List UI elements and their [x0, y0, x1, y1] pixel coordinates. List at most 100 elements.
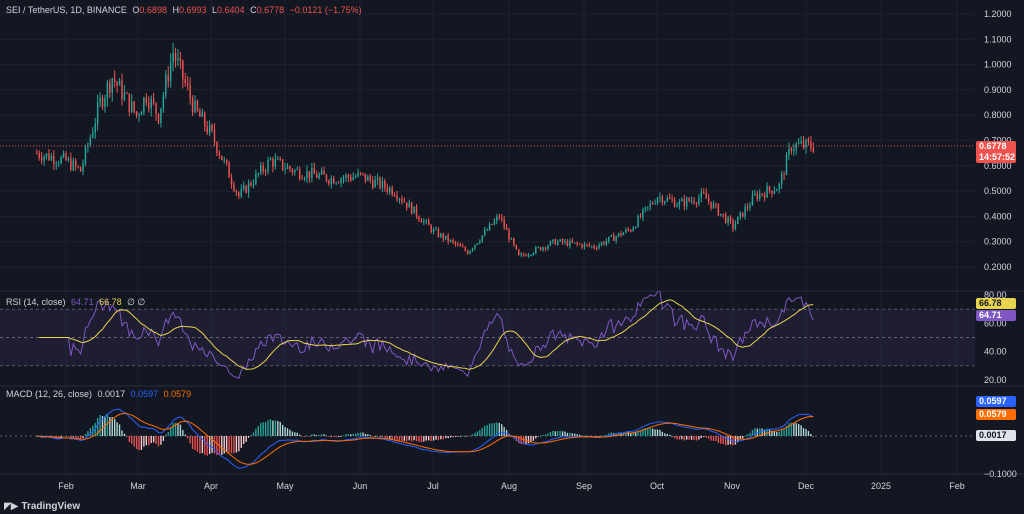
macd-histogram-bar	[746, 434, 749, 436]
candle-body	[498, 216, 501, 218]
macd-histogram-bar	[783, 429, 785, 436]
candle-body	[148, 102, 150, 109]
candle-body	[274, 159, 277, 167]
macd-histogram-bar	[362, 432, 364, 436]
candle-body	[298, 169, 301, 179]
candle-body	[179, 58, 182, 61]
macd-histogram-bar	[540, 435, 542, 437]
candle-body	[771, 190, 773, 194]
candle-body	[60, 157, 62, 164]
candle-body	[442, 233, 445, 240]
candle-body	[754, 193, 756, 196]
macd-histogram-bar	[566, 432, 569, 436]
macd-histogram-bar	[99, 414, 101, 436]
macd-name[interactable]: MACD (12, 26, close)	[6, 389, 93, 399]
macd-histogram-bar	[630, 432, 632, 436]
candle-body	[216, 142, 218, 153]
macd-histogram-bar	[773, 431, 776, 436]
candle-body	[221, 155, 223, 160]
macd-histogram-bar	[428, 436, 430, 441]
candle-body	[459, 244, 462, 247]
macd-histogram-bar	[413, 436, 415, 441]
candle-body	[513, 238, 515, 245]
candle-body	[152, 98, 155, 103]
candle-body	[104, 98, 106, 107]
candle-body	[286, 166, 289, 169]
candle-body	[569, 240, 571, 246]
candle-body	[381, 180, 384, 188]
macd-histogram-bar	[810, 433, 812, 436]
macd-histogram-bar	[742, 436, 744, 439]
candle-body	[106, 82, 109, 99]
bar-countdown: 14:57:52	[979, 152, 1016, 162]
symbol-legend[interactable]: SEI / TetherUS, 1D, BINANCE O0.6898 H0.6…	[6, 5, 365, 15]
candle-body	[252, 184, 255, 186]
candle-body	[445, 235, 447, 240]
candle-body	[734, 223, 737, 229]
rsi-name[interactable]: RSI (14, close)	[6, 297, 66, 307]
candle-body	[759, 193, 761, 200]
macd-histogram-bar	[238, 436, 240, 452]
candle-body	[367, 176, 369, 181]
candle-body	[94, 123, 96, 133]
macd-histogram-bar	[150, 436, 152, 444]
macd-histogram-bar	[571, 433, 573, 436]
macd-histogram-bar	[423, 436, 425, 442]
candle-body	[727, 217, 729, 223]
candle-body	[778, 183, 780, 190]
candle-body	[520, 253, 522, 256]
rsi-tag: 64.71	[976, 310, 1016, 321]
candle-body	[123, 93, 126, 100]
time-axis: Feb Mar Apr May Jun Jul Aug Sep Oct Nov Dec 2025 Feb	[58, 481, 965, 491]
candle-body	[79, 167, 82, 172]
macd-histogram-bar	[501, 424, 503, 436]
candle-body	[418, 216, 420, 220]
candle-body	[247, 182, 250, 193]
candle-body	[595, 248, 598, 250]
macd-histogram-bar	[505, 429, 508, 436]
candle-body	[191, 98, 194, 113]
candle-body	[140, 112, 143, 116]
high-value: 0.6993	[178, 5, 207, 15]
brand-name: TradingView	[21, 501, 81, 512]
macd-histogram-bar	[208, 436, 211, 455]
macd-histogram-bar	[756, 428, 758, 436]
candle-body	[408, 202, 410, 208]
macd-histogram-bar	[695, 436, 698, 441]
macd-histogram-value: 0.0017	[97, 389, 126, 399]
candle-body	[462, 246, 464, 248]
macd-pane	[0, 408, 975, 469]
macd-histogram-bar	[564, 431, 566, 436]
candle-body	[67, 158, 70, 161]
candle-body	[291, 169, 294, 173]
candle-body	[45, 153, 48, 157]
time-tick-label: Jul	[427, 481, 439, 491]
candle-body	[693, 200, 695, 204]
symbol-name[interactable]: SEI / TetherUS, 1D, BINANCE	[6, 5, 127, 15]
macd-histogram-bar	[92, 425, 94, 436]
candle-body	[62, 153, 65, 158]
candle-body	[639, 216, 642, 218]
price-tick-label: 1.1000	[984, 34, 1012, 44]
macd-histogram-bar	[296, 432, 298, 436]
tradingview-logo-icon: ◤▶	[4, 501, 18, 512]
candle-body	[364, 173, 367, 181]
macd-histogram-bar	[644, 428, 647, 436]
candle-body	[768, 186, 771, 191]
candle-body	[637, 216, 639, 228]
rsi-legend[interactable]: RSI (14, close) 64.71 66.78 ∅ ∅	[6, 297, 148, 308]
time-tick-label: Feb	[58, 481, 74, 491]
tradingview-branding[interactable]: ◤▶ TradingView	[4, 501, 80, 512]
macd-histogram-bar	[780, 429, 783, 436]
macd-histogram-bar	[547, 433, 549, 436]
macd-histogram-bar	[776, 431, 778, 436]
macd-legend[interactable]: MACD (12, 26, close) 0.0017 0.0597 0.057…	[6, 389, 194, 399]
candle-body	[213, 130, 216, 143]
candle-body	[196, 100, 199, 111]
candle-body	[135, 111, 138, 116]
macd-histogram-bar	[211, 436, 213, 453]
macd-histogram-bar	[245, 436, 247, 442]
price-axis: 1.2000 1.1000 1.0000 0.9000 0.8000 0.7000 0.60…	[984, 9, 1012, 272]
macd-histogram-bar	[445, 436, 447, 439]
